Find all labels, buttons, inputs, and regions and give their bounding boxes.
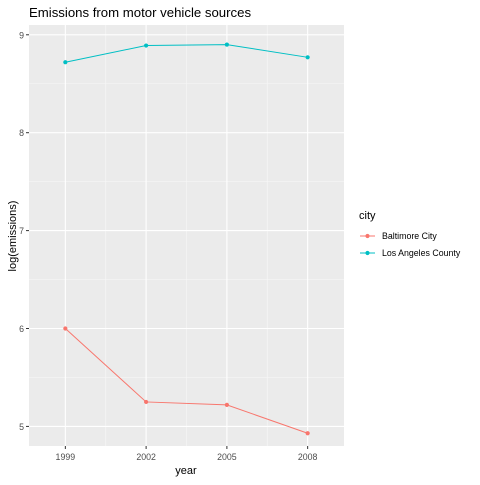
x-tick-label: 2002 [136,452,156,462]
y-tick-label: 7 [19,226,24,236]
series-line-los-angeles-county [65,44,308,63]
data-point-los-angeles-county-1999 [63,60,68,65]
y-tick-label: 5 [19,422,24,432]
series-line-baltimore-city [65,328,308,434]
chart-title: Emissions from motor vehicle sources [29,5,251,20]
y-axis-label: log(emissions) [7,201,19,272]
series-layer [63,42,310,436]
legend-item-label: Baltimore City [382,231,437,241]
axes-layer: 5 6 7 8 9 1999 2002 2005 2008 [19,30,317,462]
data-point-baltimore-city-1999 [63,326,68,331]
x-tick-label: 2008 [298,452,318,462]
legend-item-baltimore-city: Baltimore City [360,231,437,241]
legend: city Baltimore City Los Angeles County [359,210,461,258]
data-point-baltimore-city-2005 [224,402,229,407]
legend-item-label: Los Angeles County [382,248,461,258]
legend-item-los-angeles-county: Los Angeles County [360,248,461,258]
data-point-los-angeles-county-2005 [224,42,229,47]
data-point-baltimore-city-2002 [144,399,149,405]
x-axis-label: year [175,465,197,477]
data-point-baltimore-city-2008 [305,431,310,436]
x-tick-label: 1999 [56,452,76,462]
y-tick-label: 8 [19,128,24,138]
y-tick-label: 6 [19,324,24,334]
legend-key-point [365,250,370,256]
legend-items: Baltimore City Los Angeles County [360,231,461,258]
grid-lines [29,25,344,446]
data-point-los-angeles-county-2008 [305,55,310,60]
x-tick-label: 2005 [217,452,237,462]
data-point-los-angeles-county-2002 [144,43,149,48]
legend-title: city [359,210,376,222]
legend-key-point [365,233,370,239]
y-tick-label: 9 [19,30,24,40]
